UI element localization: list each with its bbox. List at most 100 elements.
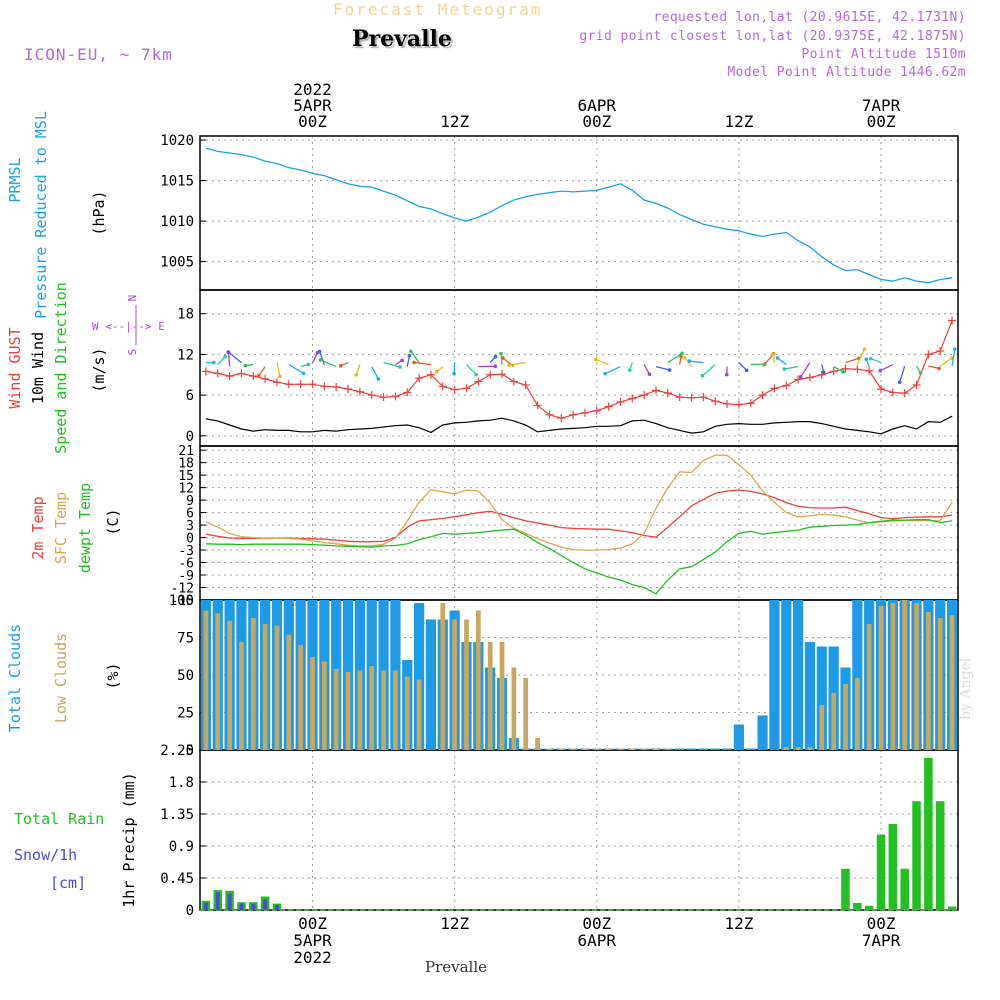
y-tick-label: 1.35: [160, 807, 194, 823]
low-cloud-bar: [819, 705, 825, 750]
model-label: ICON-EU, ~ 7km: [24, 45, 173, 64]
wind-arrow-head: [412, 360, 416, 365]
low-cloud-bar: [570, 748, 576, 750]
y-tick-label: 50: [177, 668, 194, 684]
wind-gust-marker: [415, 374, 424, 383]
low-cloud-bar: [227, 621, 232, 750]
rain-bar: [935, 801, 945, 910]
wind-gust-marker: [900, 389, 909, 398]
wind-arrow-head: [354, 373, 359, 377]
wind-gust-marker: [284, 380, 293, 389]
wind-arrow-head: [952, 347, 957, 351]
y-tick-label: 0: [186, 903, 194, 919]
sfc-temp-line: [205, 454, 953, 551]
wind-arrow-head: [306, 362, 311, 367]
bottom-time-label: 12Z: [440, 914, 469, 933]
wind-direction-arrow: [318, 351, 325, 365]
wind-gust-marker: [391, 392, 400, 401]
wind-direction-arrow: [689, 360, 704, 364]
wind-arrow-head: [493, 364, 498, 369]
y-tick-label: 9: [186, 494, 194, 509]
low-cloud-bar: [937, 618, 943, 750]
point-altitude: Point Altitude 1510m: [801, 47, 966, 62]
wind-gust-marker: [355, 387, 364, 396]
wind-gust-marker: [865, 366, 874, 375]
low-cloud-bar: [926, 612, 931, 750]
pressure-label: PRMSL: [6, 157, 24, 202]
y-tick-label: 25: [177, 706, 194, 722]
wind-gust-marker: [888, 388, 897, 397]
wind-direction-arrow: [227, 351, 242, 364]
wind-direction-arrow: [217, 356, 226, 366]
wind-gust-marker: [758, 391, 767, 400]
wind-arrow-head: [771, 352, 776, 357]
wind-direction-arrow: [320, 359, 337, 368]
y-tick-label: 0: [186, 429, 194, 445]
rain-bar: [924, 757, 933, 910]
low-cloud-bar: [310, 657, 315, 750]
wind-gust-marker: [462, 384, 471, 393]
wind-gust-marker: [557, 414, 566, 423]
low-cloud-bar: [357, 670, 363, 750]
y-tick-label: -3: [178, 544, 194, 559]
wind-arrow-head: [864, 357, 868, 361]
bottom-location-label: Prevalle: [425, 958, 488, 976]
wind-arrow-head: [501, 356, 505, 360]
total-cloud-bar: [745, 748, 756, 750]
wind-gust-marker: [308, 380, 317, 389]
compass-north: N: [126, 295, 139, 302]
wind-arrow-head: [724, 372, 729, 377]
wind-arrow-head: [318, 358, 323, 362]
wind-gust-marker: [841, 364, 850, 373]
wind-gust-marker: [426, 370, 435, 379]
low-cloud-bar: [274, 625, 280, 750]
wind-direction-arrow: [870, 358, 882, 364]
total-cloud-bar: [781, 600, 792, 750]
wind-arrow-head: [407, 353, 412, 358]
wind-direction-arrow: [655, 365, 670, 371]
wind-arrow-head: [452, 371, 456, 376]
wind-direction-arrow: [856, 348, 866, 365]
snow-bar: [227, 893, 232, 910]
wind-arrow-head: [376, 377, 381, 381]
wind-direction-arrow: [414, 361, 432, 366]
y-tick-label: 6: [186, 507, 194, 522]
wind-arrow-head: [862, 347, 867, 351]
low-cloud-bar: [250, 618, 256, 750]
wind-direction-arrow: [879, 363, 894, 372]
location-title: Prevalle: [352, 26, 452, 52]
total-cloud-bar: [804, 642, 816, 750]
wind-arrow-head: [507, 363, 511, 368]
low-cloud-bar: [333, 669, 339, 750]
low-cloud-bar: [239, 642, 244, 750]
wind-arrow-head: [700, 373, 705, 378]
wind-direction-arrow: [595, 358, 609, 366]
y-tick-label: 0: [186, 532, 194, 547]
snow-unit-label: [cm]: [50, 874, 86, 892]
wind-gust-marker: [201, 367, 210, 376]
wind-direction-arrow: [667, 352, 683, 364]
precip-unit: 1hr Precip (mm): [120, 772, 138, 907]
wind-gust-marker: [533, 401, 542, 410]
grid-point-coordinates: grid point closest lon,lat (20.9375E, 42…: [579, 29, 966, 44]
total-rain-label: Total Rain: [14, 810, 104, 828]
low-cloud-bar: [511, 667, 517, 750]
wind-gust-marker: [521, 380, 530, 389]
y-tick-label: -12: [171, 582, 194, 597]
bottom-time-label: 2022: [293, 948, 332, 967]
total-cloud-bar: [733, 724, 744, 750]
total-cloud-bar: [793, 600, 804, 750]
bottom-time-label: 00Z: [298, 914, 327, 933]
product-title: Forecast Meteogram: [333, 0, 543, 19]
wind-arrow-head: [841, 370, 846, 374]
total-cloud-bar: [710, 748, 721, 750]
wind-gust-marker: [924, 350, 933, 359]
wind-direction-arrow: [833, 366, 844, 373]
wind-arrow-head: [878, 368, 883, 373]
rain-bar: [876, 834, 886, 910]
snow-bar: [215, 892, 220, 910]
y-tick-label: 15: [178, 469, 194, 484]
low-cloud-bar: [665, 748, 671, 750]
wind-direction-arrow: [899, 365, 906, 383]
